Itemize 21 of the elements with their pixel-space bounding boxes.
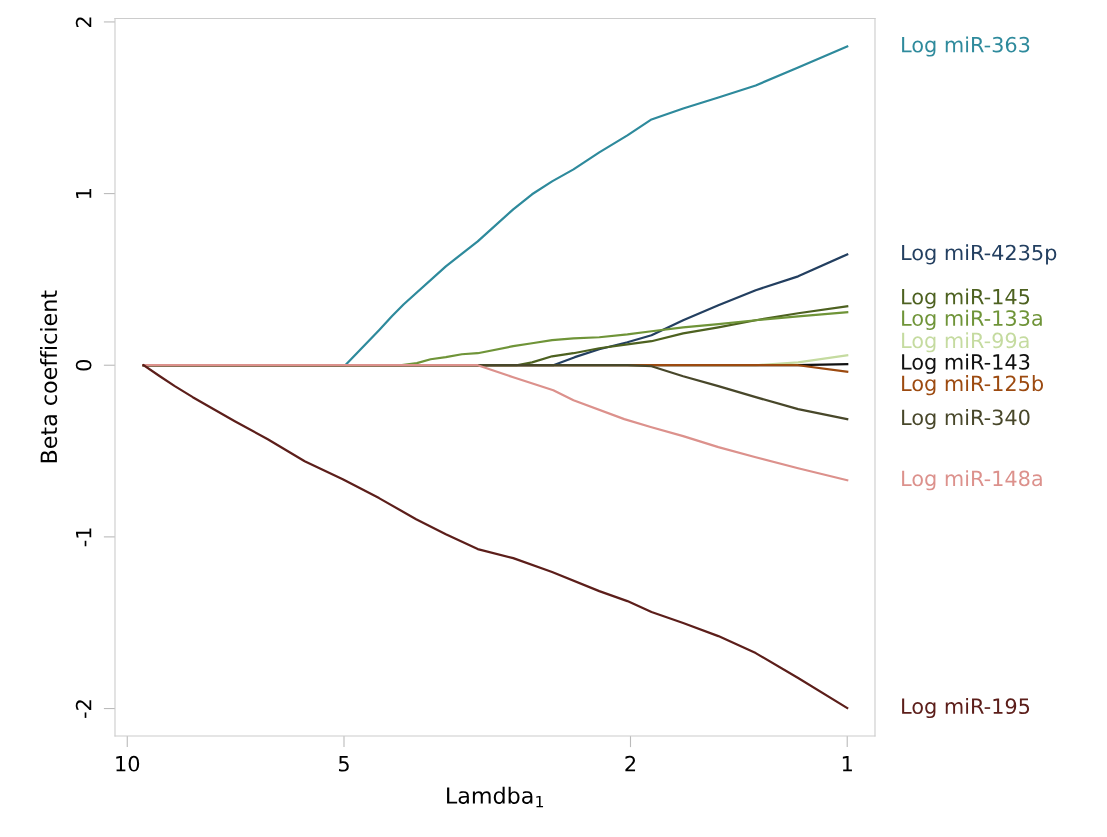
text: Log miR-363 — [902, 36, 1030, 57]
y-axis-title: Beta coefficient — [40, 290, 58, 463]
text: Log miR-145 — [902, 288, 1030, 309]
y-tick-label: -1 — [76, 528, 92, 547]
text: Log miR-4235p — [902, 244, 1057, 265]
x-tick-label: 5 — [338, 756, 349, 772]
text: Log miR-195 — [902, 697, 1030, 719]
text: Log miR-143 — [902, 353, 1030, 374]
text: Log miR-99a — [902, 332, 1029, 353]
text: Log miR-133a — [902, 309, 1042, 330]
x-axis-title: Lamdba$_{1}$ — [447, 786, 544, 808]
text: Log miR-340 — [902, 409, 1030, 430]
x-tick-label: 1 — [842, 756, 852, 772]
y-tick-label: 0 — [75, 359, 92, 371]
x-tick-label: 10 — [116, 755, 140, 772]
text: Log miR-148a — [902, 470, 1042, 491]
x-tick-label: 2 — [625, 755, 636, 772]
y-tick-label: 2 — [75, 17, 92, 28]
text: Log miR-125b — [902, 375, 1044, 396]
y-tick-label: -2 — [75, 700, 92, 718]
y-tick-label: 1 — [76, 188, 92, 198]
